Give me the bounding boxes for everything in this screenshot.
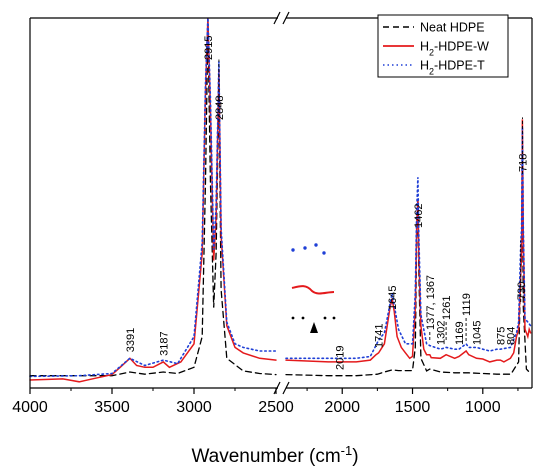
inset-dot-black: [332, 316, 336, 320]
axis-break-mark: [282, 11, 290, 25]
legend: Neat HDPE H2-HDPE-WH2-HDPE-T: [377, 14, 509, 78]
peak-label: 730: [516, 282, 528, 300]
axis-break-mark: [282, 381, 290, 395]
peak-label: 1045: [472, 321, 484, 345]
inset-arrow: [310, 322, 318, 333]
peak-label: 3391: [125, 328, 137, 352]
inset-dot-black: [301, 316, 305, 320]
x-tick-label: 1500: [395, 399, 431, 416]
legend-label-3: H2-HDPE-T: [420, 59, 485, 77]
x-tick-label: 1000: [465, 399, 501, 416]
inset-2019-marker: [291, 243, 336, 333]
inset-dot-black: [291, 316, 295, 320]
peak-label: 1261: [441, 296, 453, 320]
x-axis-title-sup: -1: [341, 443, 353, 458]
x-tick-label: 4000: [12, 399, 48, 416]
inset-dot-blue: [314, 243, 318, 247]
peak-label: 1462: [413, 204, 425, 228]
legend-label-1: Neat HDPE: [420, 21, 485, 35]
axis-break-mark: [273, 11, 281, 25]
x-tick-label: 3000: [176, 399, 212, 416]
inset-dot-blue: [322, 251, 326, 255]
peak-label: 804: [505, 327, 517, 345]
peak-label: 3187: [158, 331, 170, 355]
peak-label: 718: [517, 154, 529, 172]
series-line-1-right: [285, 169, 532, 377]
inset-dot-blue: [303, 246, 307, 250]
peak-label: 1302: [435, 321, 447, 345]
x-axis-title-close: ): [352, 446, 358, 467]
peak-label: 1645: [387, 286, 399, 310]
series-line-2-right: [285, 119, 532, 363]
peak-label: 2848: [214, 96, 226, 120]
x-tick-label: 2000: [324, 399, 360, 416]
inset-dot-black: [323, 316, 327, 320]
peak-label: 1377, 1367: [425, 275, 437, 330]
peak-label: 1119: [461, 293, 473, 316]
axis-break-mark: [273, 381, 281, 395]
series-line-3-right: [285, 126, 532, 360]
series-line-3-left: [29, 17, 277, 378]
x-tick-label: 3500: [94, 399, 130, 416]
peak-label: 2019: [335, 346, 347, 370]
series-line-1-left: [29, 25, 277, 377]
peak-label: 1741: [374, 324, 386, 348]
inset-red-trace: [291, 285, 335, 295]
peak-label: 1169: [454, 321, 466, 345]
legend-label-2: H2-HDPE-W: [420, 40, 489, 58]
series-line-2-left: [29, 17, 277, 383]
x-tick-label: 2500: [258, 399, 294, 416]
peak-label: 2915: [203, 36, 215, 60]
peak-annotations: 3391 3187 2915 2848 2019 1741 1645 1462 1377, 13…: [125, 36, 530, 370]
inset-dot-blue: [291, 248, 295, 252]
x-axis-title: Wavenumber (cm-1): [191, 443, 358, 468]
x-axis-title-main: Wavenumber (cm: [191, 446, 340, 467]
peak-label: 875: [495, 327, 507, 345]
